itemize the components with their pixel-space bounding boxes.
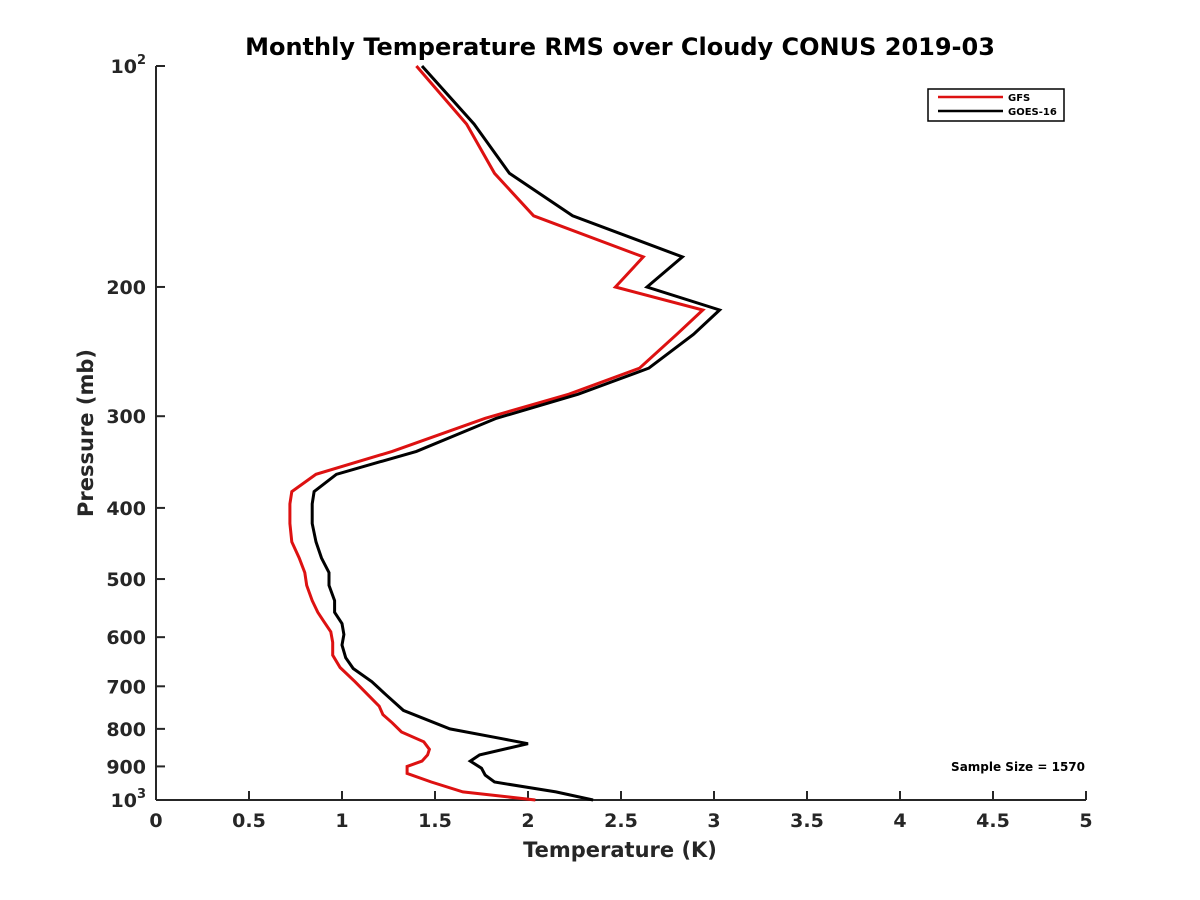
plot-area: 0 0.5 1 1.5 2 2.5 3 3.5 4 4.5 5 102200300400500600… bbox=[106, 53, 1092, 832]
x-tick-label: 5 bbox=[1079, 810, 1092, 832]
x-tick-label: 0.5 bbox=[232, 810, 266, 832]
legend-label-goes16: GOES-16 bbox=[1008, 107, 1057, 118]
y-tick-label: 300 bbox=[106, 406, 146, 428]
y-tick-label: 700 bbox=[106, 676, 146, 698]
x-tick-label: 4.5 bbox=[976, 810, 1010, 832]
x-tick-label: 4 bbox=[893, 810, 906, 832]
y-tick-label: 103 bbox=[111, 787, 147, 812]
legend-label-gfs: GFS bbox=[1008, 93, 1030, 104]
series-layer bbox=[288, 64, 723, 802]
legend: GFS GOES-16 bbox=[927, 88, 1065, 122]
y-tick-label: 200 bbox=[106, 277, 146, 299]
x-ticks: 0 0.5 1 1.5 2 2.5 3 3.5 4 4.5 5 bbox=[149, 791, 1093, 832]
x-tick-label: 1 bbox=[335, 810, 348, 832]
x-axis-label: Temperature (K) bbox=[523, 838, 717, 862]
legend-box bbox=[927, 88, 1065, 122]
x-tick-label: 3 bbox=[707, 810, 720, 832]
y-tick-label: 102 bbox=[111, 53, 147, 78]
x-tick-label: 2 bbox=[521, 810, 534, 832]
series-line-goes16 bbox=[310, 64, 723, 802]
y-tick-base: 10 bbox=[111, 790, 137, 812]
y-tick-label: 400 bbox=[106, 498, 146, 520]
y-tick-exponent: 2 bbox=[137, 53, 146, 68]
y-tick-base: 10 bbox=[111, 56, 137, 78]
y-tick-exponent: 3 bbox=[137, 787, 146, 802]
y-axis-label: Pressure (mb) bbox=[74, 349, 98, 517]
x-tick-label: 1.5 bbox=[418, 810, 452, 832]
x-tick-label: 0 bbox=[149, 810, 162, 832]
chart-title: Monthly Temperature RMS over Cloudy CONU… bbox=[245, 33, 995, 61]
sample-size-annotation: Sample Size = 1570 bbox=[951, 760, 1085, 774]
y-tick-label: 500 bbox=[106, 569, 146, 591]
x-tick-label: 3.5 bbox=[790, 810, 824, 832]
series-line-gfs bbox=[288, 65, 706, 802]
y-tick-label: 800 bbox=[106, 719, 146, 741]
x-tick-label: 2.5 bbox=[604, 810, 638, 832]
y-tick-label: 600 bbox=[106, 627, 146, 649]
y-tick-label: 900 bbox=[106, 756, 146, 778]
